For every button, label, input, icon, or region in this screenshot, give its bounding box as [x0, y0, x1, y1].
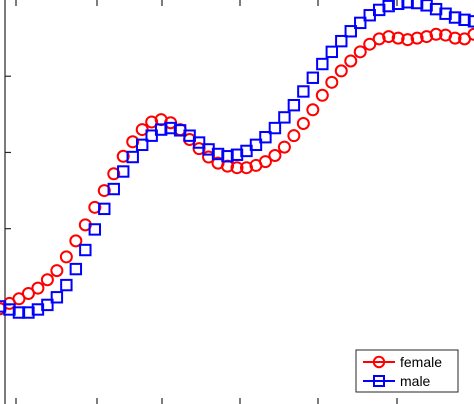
male-point-36	[335, 34, 348, 48]
female-point-50	[467, 27, 474, 41]
female-point-46	[429, 27, 443, 41]
male-point-12	[107, 182, 120, 196]
male-point-11	[98, 202, 111, 216]
female-point-13	[116, 149, 130, 163]
female-point-2	[12, 292, 26, 306]
legend-female-marker	[372, 355, 386, 369]
male-point-8	[69, 262, 83, 276]
male-point-30	[278, 111, 291, 124]
female-point-41	[382, 30, 396, 44]
male-point-31	[287, 98, 301, 112]
female-point-8	[69, 234, 83, 248]
female-point-33	[306, 103, 320, 117]
male-point-29	[268, 121, 282, 135]
female-point-31	[287, 129, 301, 143]
female-point-36	[334, 64, 348, 78]
female-point-42	[391, 31, 405, 45]
female-point-10	[88, 200, 102, 214]
legend-male-label: male	[400, 373, 431, 389]
female-point-30	[277, 140, 291, 154]
female-point-12	[107, 167, 121, 181]
legend-male-marker	[373, 375, 385, 387]
female-point-39	[363, 37, 377, 51]
series-female	[0, 27, 474, 316]
female-point-35	[325, 75, 339, 89]
female-point-44	[410, 31, 424, 45]
male-point-15	[136, 138, 149, 152]
female-point-7	[59, 250, 73, 264]
female-point-6	[50, 264, 64, 278]
male-point-33	[306, 71, 320, 84]
male-point-32	[297, 85, 310, 98]
male-point-13	[117, 165, 130, 178]
female-point-28	[258, 155, 272, 169]
legend-female-label: female	[400, 354, 442, 370]
female-point-3	[21, 286, 35, 300]
female-point-29	[268, 149, 282, 163]
male-point-14	[126, 150, 139, 164]
male-point-10	[88, 223, 101, 236]
female-point-4	[31, 281, 45, 295]
male-point-27	[249, 138, 263, 152]
male-point-37	[344, 25, 357, 38]
axis-ticks	[5, 0, 398, 404]
male-point-28	[259, 131, 272, 144]
female-point-32	[296, 116, 310, 130]
legend: female male	[355, 349, 459, 393]
male-point-35	[325, 45, 339, 59]
male-point-9	[79, 243, 92, 257]
male-point-20	[183, 129, 196, 142]
female-point-37	[344, 54, 358, 68]
female-point-38	[353, 45, 367, 59]
female-point-14	[126, 135, 140, 149]
male-point-38	[354, 16, 367, 30]
female-point-11	[97, 184, 111, 198]
female-point-25	[230, 161, 244, 175]
male-point-7	[60, 278, 73, 292]
male-point-6	[50, 291, 64, 304]
female-point-48	[448, 31, 462, 45]
male-point-21	[192, 136, 206, 149]
female-point-43	[401, 33, 415, 47]
female-point-5	[40, 273, 54, 287]
male-point-5	[41, 298, 54, 312]
female-point-22	[202, 150, 216, 164]
female-point-34	[315, 88, 329, 102]
male-point-34	[316, 57, 329, 71]
